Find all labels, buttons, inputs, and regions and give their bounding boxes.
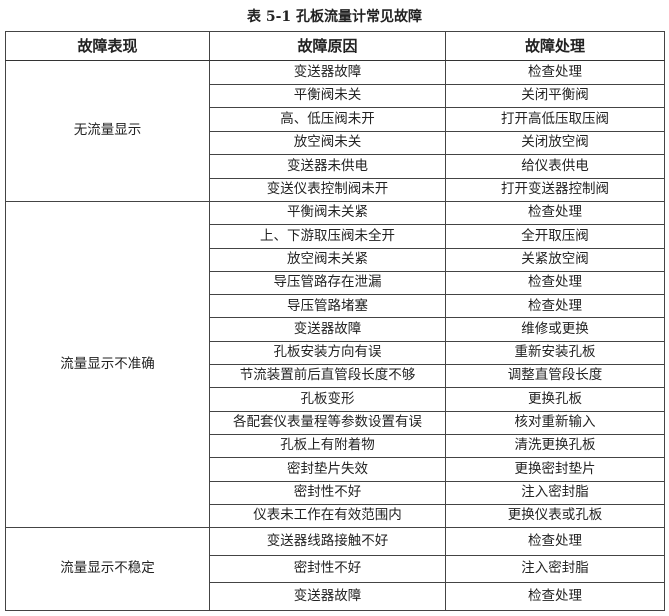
- action-cell: 检查处理: [445, 200, 665, 226]
- table-row: 上、下游取压阀未全开 全开取压阀: [6, 224, 665, 249]
- cause-cell: 导压管路存在泄漏: [209, 270, 446, 296]
- action-cell: 检查处理: [445, 527, 665, 556]
- action-cell: 注入密封脂: [445, 480, 665, 505]
- cause-cell: 放空阀未关紧: [209, 247, 446, 272]
- cause-cell: 平衡阀未关: [209, 83, 446, 108]
- table-row: 放空阀未关紧 关紧放空阀: [6, 247, 665, 272]
- action-cell: 打开变送器控制阀: [445, 177, 665, 202]
- table-row: 流量显示不准确 平衡阀未关紧 检查处理: [5, 200, 665, 529]
- table-row: 导压管路存在泄漏 检查处理: [6, 270, 665, 296]
- table-row: 流量显示不稳定 变送器线路接触不好 检查处理: [5, 527, 665, 611]
- cause-cell: 密封垫片失效: [209, 457, 446, 482]
- action-cell: 打开高低压取压阀: [445, 107, 665, 132]
- cause-cell: 变送器未供电: [209, 154, 446, 179]
- action-cell: 给仪表供电: [445, 154, 665, 179]
- table-row: 节流装置前后直管段长度不够 调整直管段长度: [6, 364, 665, 389]
- cause-cell: 导压管路堵塞: [209, 294, 446, 319]
- action-cell: 检查处理: [445, 582, 665, 611]
- table-row: 密封垫片失效 更换密封垫片: [6, 457, 665, 482]
- action-cell: 检查处理: [445, 60, 665, 85]
- cause-cell: 各配套仪表量程等参数设置有误: [209, 410, 446, 435]
- header-row: 故障表现 故障原因 故障处理: [5, 31, 665, 61]
- header-symptom: 故障表现: [5, 31, 210, 61]
- header-cause: 故障原因: [209, 31, 446, 61]
- action-cell: 关紧放空阀: [445, 247, 665, 272]
- table-row: 变送器未供电 给仪表供电: [6, 154, 665, 179]
- cause-cell: 孔板安装方向有误: [209, 340, 446, 366]
- action-cell: 更换孔板: [445, 387, 665, 412]
- cause-cell: 上、下游取压阀未全开: [209, 224, 446, 249]
- action-cell: 关闭平衡阀: [445, 83, 665, 108]
- table-row: 孔板上有附着物 清洗更换孔板: [6, 433, 665, 459]
- table-row: 平衡阀未关 关闭平衡阀: [6, 83, 665, 108]
- table-row: 无流量显示 变送器故障 检查处理: [5, 60, 665, 202]
- action-cell: 核对重新输入: [445, 410, 665, 435]
- action-cell: 注入密封脂: [445, 554, 665, 584]
- cause-cell: 变送器故障: [209, 317, 446, 342]
- action-cell: 维修或更换: [445, 317, 665, 342]
- cause-cell: 变送器故障: [209, 60, 446, 85]
- header-action: 故障处理: [445, 31, 665, 61]
- cause-cell: 变送器线路接触不好: [209, 527, 446, 556]
- action-cell: 调整直管段长度: [445, 364, 665, 389]
- symptom-cell: 流量显示不准确: [5, 200, 210, 529]
- action-cell: 关闭放空阀: [445, 130, 665, 155]
- cause-cell: 孔板变形: [209, 387, 446, 412]
- table-title: 表 5-1 孔板流量计常见故障: [246, 9, 423, 25]
- cause-cell: 放空阀未关: [209, 130, 446, 155]
- table-row: 变送器故障 检查处理: [6, 582, 665, 611]
- cause-cell: 密封性不好: [209, 554, 446, 584]
- cause-cell: 变送器故障: [209, 582, 446, 611]
- cause-cell: 孔板上有附着物: [209, 433, 446, 459]
- action-cell: 检查处理: [445, 294, 665, 319]
- action-cell: 更换密封垫片: [445, 457, 665, 482]
- table-row: 仪表未工作在有效范围内 更换仪表或孔板: [6, 503, 665, 529]
- cause-cell: 仪表未工作在有效范围内: [209, 503, 446, 529]
- table-row: 各配套仪表量程等参数设置有误 核对重新输入: [6, 410, 665, 435]
- symptom-cell: 无流量显示: [5, 60, 210, 202]
- symptom-cell: 流量显示不稳定: [5, 527, 210, 611]
- table-row: 高、低压阀未开 打开高低压取压阀: [6, 107, 665, 132]
- action-cell: 清洗更换孔板: [445, 433, 665, 459]
- action-cell: 检查处理: [445, 270, 665, 296]
- table-row: 放空阀未关 关闭放空阀: [6, 130, 665, 155]
- action-cell: 更换仪表或孔板: [445, 503, 665, 529]
- action-cell: 重新安装孔板: [445, 340, 665, 366]
- cause-cell: 密封性不好: [209, 480, 446, 505]
- cause-cell: 节流装置前后直管段长度不够: [209, 364, 446, 389]
- table-row: 变送仪表控制阀未开 打开变送器控制阀: [6, 177, 665, 202]
- cause-cell: 平衡阀未关紧: [209, 200, 446, 226]
- fault-table: 故障表现 故障原因 故障处理 无流量显示 变送器故障 检查处理 平衡阀未关 关闭平衡阀高…: [5, 31, 665, 611]
- action-cell: 全开取压阀: [445, 224, 665, 249]
- cause-cell: 变送仪表控制阀未开: [209, 177, 446, 202]
- table-row: 孔板变形 更换孔板: [6, 387, 665, 412]
- cause-cell: 高、低压阀未开: [209, 107, 446, 132]
